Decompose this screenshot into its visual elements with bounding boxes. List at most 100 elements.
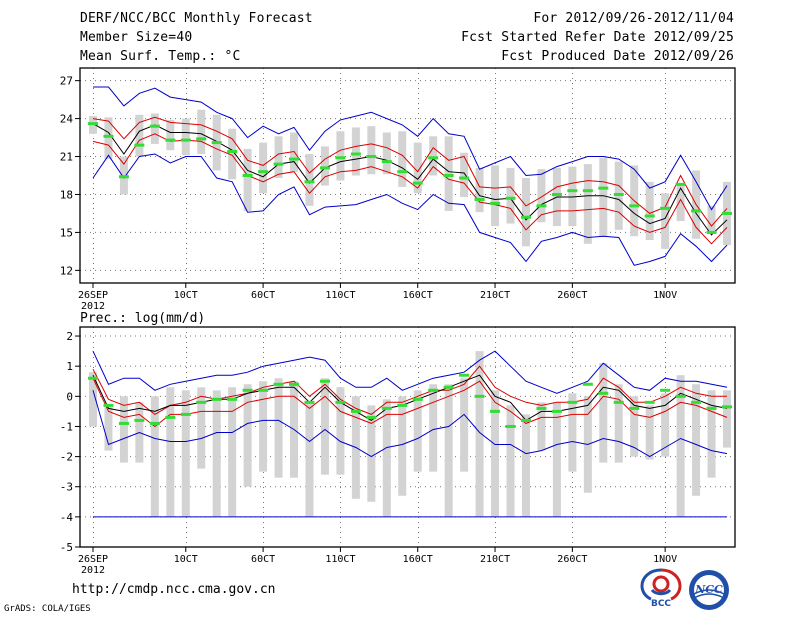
median-mark [304,400,315,404]
x-tick-label: 260CT [557,554,587,565]
median-mark [505,424,516,428]
ensemble-box [228,128,237,180]
ensemble-box [614,384,623,463]
ensemble-box [537,169,546,223]
median-mark [211,141,222,145]
ensemble-box [181,118,190,156]
y-tick-label: -1 [60,420,73,433]
ensemble-box [305,154,314,206]
variable-label: Mean Surf. Temp.: °C [80,49,241,64]
ensemble-box [568,166,577,227]
source-url[interactable]: http://cmdp.ncc.cma.gov.cn [72,582,276,597]
median-mark [520,418,531,422]
median-mark [722,405,732,409]
median-mark [335,156,346,160]
median-mark [459,176,470,180]
median-mark [397,403,408,407]
ensemble-box [166,387,175,517]
plot-frame [79,67,736,284]
ensemble-box [460,378,469,472]
ensemble-box [661,393,670,457]
ensemble-box [212,390,221,517]
median-mark [520,215,531,219]
x-tick-label: 160CT [403,554,433,565]
ensemble-box [150,113,159,144]
x-tick-label: 210CT [480,554,510,565]
ensemble-box [413,390,422,472]
ensemble-box [382,132,391,175]
ensemble-box [259,142,268,194]
median-mark [706,230,717,234]
ensemble-box [475,351,484,517]
median-mark [567,189,578,193]
bcc-logo: BCC [640,568,682,608]
ensemble-box [645,181,654,240]
y-tick-label: -2 [60,451,73,464]
x-tick-label: 60CT [251,290,275,301]
ensemble-box [104,117,113,160]
ensemble-box [104,405,113,451]
median-mark [103,403,114,407]
ensemble-box [630,396,639,457]
median-mark [149,124,160,128]
median-mark [490,409,501,413]
ensemble-box [521,414,530,517]
median-mark [381,160,392,164]
ensemble-box [537,402,546,451]
median-mark [675,182,686,186]
median-mark [165,415,176,419]
chart-panel-prec: -5 -4 -3 -2 -1 0 1 2 26SEP 10CT 60CT 110CT 160CT 210C… [60,326,736,576]
median-mark [366,415,377,419]
median-mark [551,192,562,196]
ensemble-box [228,387,237,517]
ensemble-box [336,387,345,475]
series-line-upper [92,116,728,227]
forecast-start-date: Fcst Started Refer Date 2012/09/25 [461,30,734,45]
ensemble-box [367,405,376,502]
ensemble-box [491,390,500,517]
median-mark [613,400,624,404]
ensemble-box [367,126,376,175]
median-mark [149,421,160,425]
ensemble-box [491,165,500,227]
ensemble-box [645,405,654,460]
median-mark [88,122,98,126]
median-mark [644,400,655,404]
ensemble-box [243,148,252,211]
median-mark [242,174,253,177]
ensemble-box [707,205,716,232]
median-mark [134,418,145,422]
ensemble-box [599,157,608,237]
ncc-logo-text: NCC [694,583,723,596]
median-mark [644,214,655,218]
median-mark [196,400,207,404]
y-tick-label: 24 [60,113,74,126]
ensemble-box [444,384,453,517]
plot-frame [79,326,736,548]
median-mark [706,406,717,410]
ensemble-box [506,405,515,517]
median-mark [582,382,593,386]
median-mark [459,373,470,377]
y-tick-label: 21 [60,151,73,164]
ensemble-box [707,390,716,478]
median-mark [118,421,129,425]
x-tick-label: 210CT [480,290,510,301]
median-mark [397,170,408,174]
median-mark [536,204,547,208]
ensemble-box [568,393,577,472]
ensemble-box [552,402,561,517]
ensemble-box [320,146,329,186]
ensemble-box [274,136,283,179]
median-mark [88,376,98,380]
ensemble-box [166,119,175,151]
median-mark [227,149,238,153]
median-mark [582,189,593,193]
y-tick-label: 0 [66,390,73,403]
x-tick-label: 160CT [403,290,433,301]
series-line-mean [92,123,728,236]
x-tick-label: 60CT [251,554,275,565]
median-mark [613,192,624,196]
median-mark [180,138,191,142]
